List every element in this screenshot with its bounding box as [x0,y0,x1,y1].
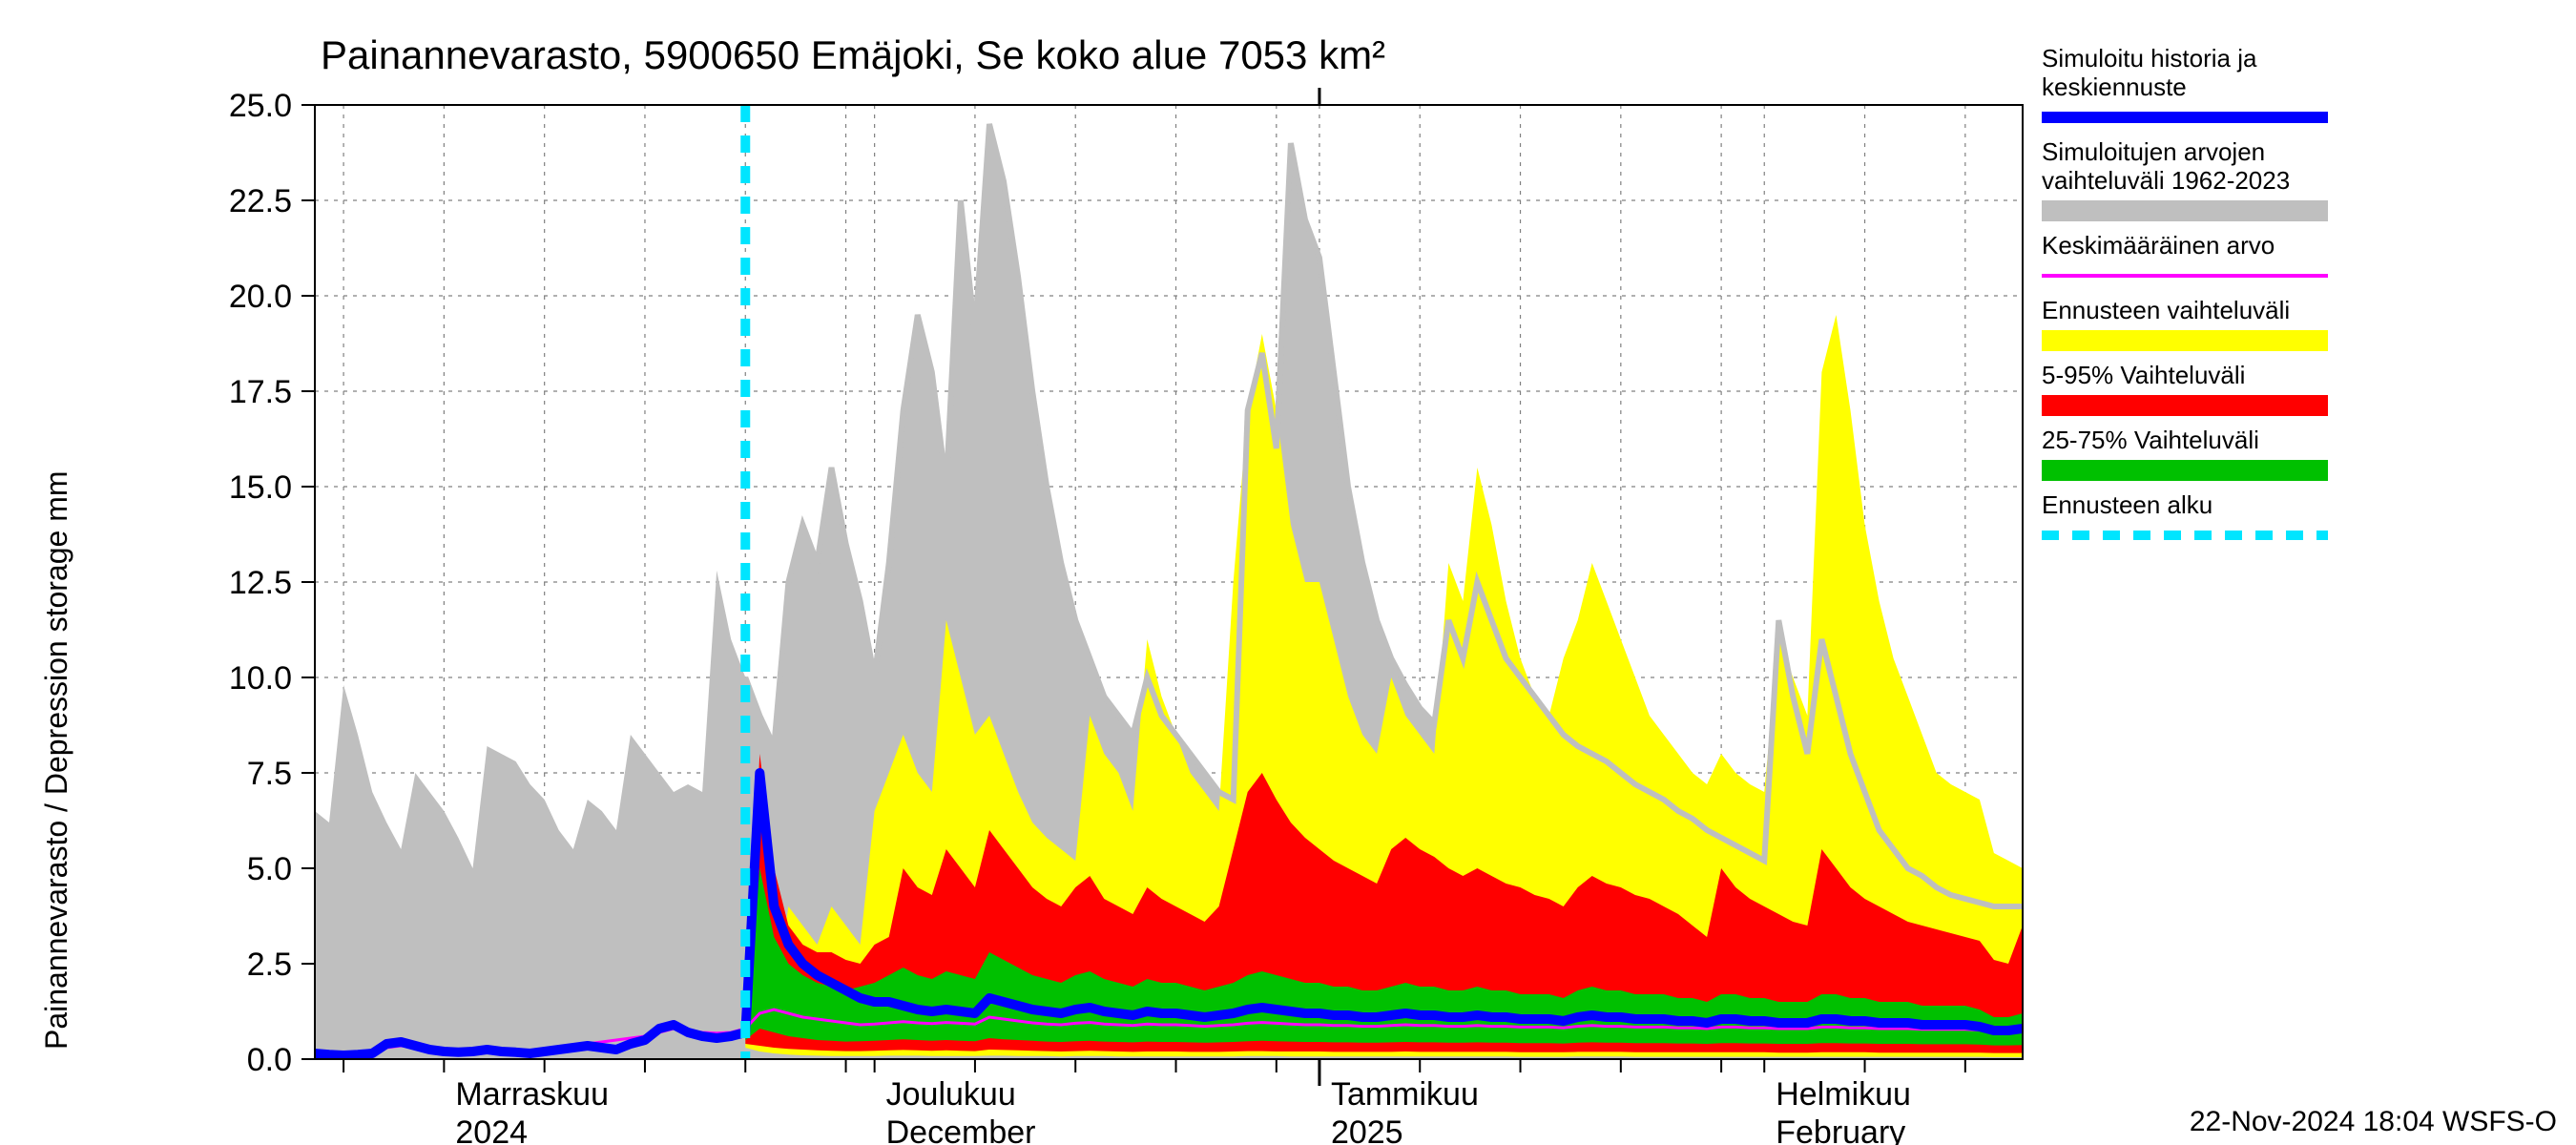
legend-swatch [2042,395,2328,416]
y-tick-label: 15.0 [229,469,292,506]
chart-container: 0.0 2.5 5.0 7.5 10.0 12.5 15.0 17.5 20.0 22.5 25.0… [0,0,2576,1145]
x-month-label: Marraskuu [455,1076,609,1113]
chart-svg: 0.0 2.5 5.0 7.5 10.0 12.5 15.0 17.5 20.0 22.5 25.0… [0,0,2576,1145]
legend-swatch [2042,200,2328,221]
legend-label: vaihteluväli 1962-2023 [2042,166,2290,195]
y-tick-label: 10.0 [229,660,292,697]
x-month-label: Joulukuu [886,1076,1016,1113]
x-month-sublabel: February [1776,1114,1905,1145]
legend-label: 25-75% Vaihteluväli [2042,426,2259,454]
x-month-sublabel: 2024 [455,1114,528,1145]
y-tick-label: 7.5 [247,756,292,792]
footer-timestamp: 22-Nov-2024 18:04 WSFS-O [2190,1106,2557,1137]
legend-label: Simuloitu historia ja [2042,44,2257,73]
y-tick-label: 12.5 [229,565,292,601]
x-month-sublabel: 2025 [1331,1114,1403,1145]
x-month-sublabel: December [886,1114,1036,1145]
y-tick-label: 2.5 [247,947,292,983]
y-tick-label: 5.0 [247,851,292,887]
x-month-label: Helmikuu [1776,1076,1911,1113]
legend-label: keskiennuste [2042,73,2187,101]
y-tick-label: 17.5 [229,374,292,410]
y-tick-label: 20.0 [229,279,292,315]
legend-swatch [2042,460,2328,481]
y-tick-label: 22.5 [229,183,292,219]
legend-label: Keskimääräinen arvo [2042,231,2275,260]
legend-label: Simuloitujen arvojen [2042,137,2265,166]
legend-label: Ennusteen vaihteluväli [2042,296,2290,324]
legend-label: Ennusteen alku [2042,490,2212,519]
legend-label: 5-95% Vaihteluväli [2042,361,2245,389]
y-tick-label: 25.0 [229,88,292,124]
y-tick-label: 0.0 [247,1042,292,1078]
chart-title: Painannevarasto, 5900650 Emäjoki, Se kok… [321,32,1385,77]
legend-swatch [2042,330,2328,351]
x-month-label: Tammikuu [1331,1076,1479,1113]
y-axis-title: Painannevarasto / Depression storage mm [39,470,73,1050]
